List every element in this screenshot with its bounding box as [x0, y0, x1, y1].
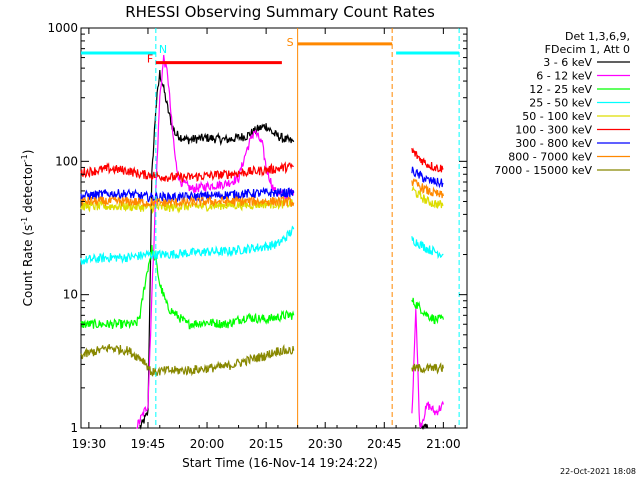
y-axis-label-part: Count Rate (s — [21, 225, 35, 307]
legend-entry-label: 6 - 12 keV — [536, 70, 592, 83]
flag-letter: S — [287, 36, 294, 49]
x-tick-label: 20:00 — [190, 437, 225, 451]
legend-entry-label: 50 - 100 keV — [522, 110, 592, 123]
y-tick-label: 1 — [70, 421, 78, 435]
series-line — [411, 297, 444, 325]
series-line — [411, 178, 444, 199]
y-axis-label: Count Rate (s-1 detector-1) — [20, 150, 35, 307]
series-line — [80, 194, 295, 208]
legend-entry-label: 25 - 50 keV — [529, 97, 592, 110]
marker-layer: NF S — [81, 28, 460, 428]
plot-area: NFS 19:30 19:45 20:00 20:15 20:30 20:45 21:00 … — [47, 21, 468, 451]
y-tick-label: 10 — [63, 288, 78, 302]
series-line — [80, 244, 295, 330]
footer-timestamp: 22-Oct-2021 18:08 — [560, 467, 636, 476]
y-axis-label-mid: detector — [21, 162, 35, 217]
legend-entry-label: 12 - 25 keV — [529, 83, 592, 96]
x-tick-label: 20:15 — [249, 437, 284, 451]
y-axis: 1 10 100 1000 — [47, 21, 467, 435]
series-line — [411, 147, 444, 173]
series-line — [411, 362, 444, 375]
legend: Det 1,3,6,9, FDecim 1, Att 0 3 - 6 keV6 … — [494, 30, 630, 177]
series-line — [80, 196, 294, 215]
flag-letter: F — [147, 53, 153, 66]
legend-entry-label: 300 - 800 keV — [515, 137, 592, 150]
series-line — [411, 236, 444, 260]
y-tick-label: 1000 — [47, 21, 78, 35]
series-line — [411, 184, 444, 209]
x-tick-label: 20:30 — [308, 437, 343, 451]
y-axis-label-sup: -1 — [20, 154, 29, 162]
x-tick-label: 19:45 — [131, 437, 166, 451]
series-layer — [80, 54, 444, 431]
legend-entry-label: 800 - 7000 keV — [508, 151, 592, 164]
plot-frame — [80, 27, 468, 429]
series-line — [411, 166, 444, 189]
series-line — [411, 308, 444, 429]
x-tick-label: 19:30 — [72, 437, 107, 451]
x-axis: 19:30 19:45 20:00 20:15 20:30 20:45 21:00 — [72, 28, 461, 451]
series-line — [136, 54, 295, 429]
flag-letter: N — [159, 43, 167, 56]
x-tick-label: 21:00 — [426, 437, 461, 451]
series-line — [80, 161, 294, 183]
chart-title: RHESSI Observing Summary Count Rates — [125, 3, 435, 21]
y-axis-label-sup: -1 — [20, 217, 29, 225]
x-axis-label: Start Time (16-Nov-14 19:24:22) — [182, 456, 378, 470]
legend-entry-label: 100 - 300 keV — [515, 124, 592, 137]
series-line — [80, 343, 295, 377]
series-line — [139, 69, 295, 431]
series-line — [80, 225, 295, 265]
y-tick-label: 100 — [55, 154, 78, 168]
series-line — [80, 186, 295, 203]
y-axis-label-end: ) — [21, 150, 35, 155]
legend-header-line: FDecim 1, Att 0 — [545, 43, 630, 56]
legend-entry-label: 7000 - 15000 keV — [494, 164, 592, 177]
x-tick-label: 20:45 — [367, 437, 402, 451]
legend-entry-label: 3 - 6 keV — [543, 56, 592, 69]
legend-header-line: Det 1,3,6,9, — [565, 30, 630, 43]
